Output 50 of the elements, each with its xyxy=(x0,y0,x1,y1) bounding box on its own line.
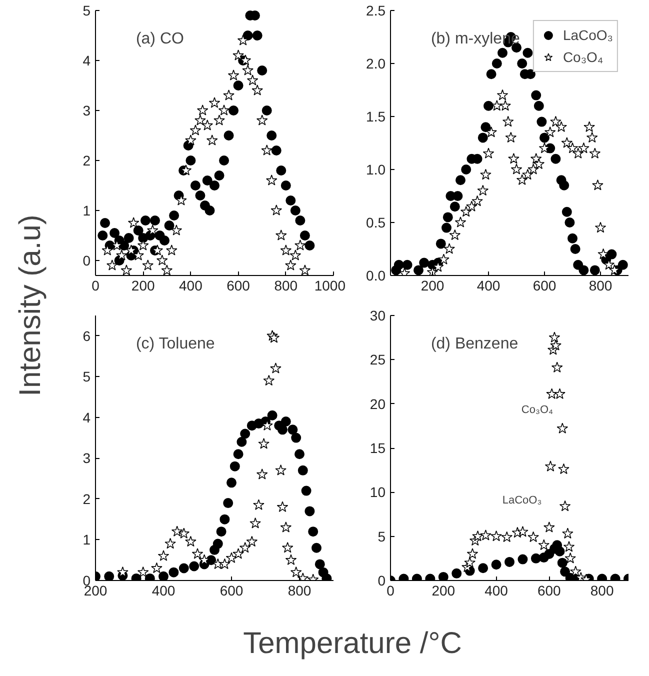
text: (d) Benzene xyxy=(430,336,518,353)
x-tick-label: 800 xyxy=(288,582,312,598)
y-tick-label: 1 xyxy=(82,532,91,548)
y-tick-label: 1.0 xyxy=(366,162,386,178)
x-tick-label: 400 xyxy=(152,582,176,598)
x-tick-label: 600 xyxy=(532,278,556,294)
legend-label: Co₃O₄ xyxy=(562,49,604,65)
y-tick-label: 30 xyxy=(370,308,386,324)
y-tick-label: 0.0 xyxy=(366,268,386,284)
x-tick-label: 600 xyxy=(537,582,562,598)
legend-label: LaCoO₃ xyxy=(562,27,613,43)
y-tick-label: 1 xyxy=(82,202,91,218)
y-tick-label: 0.5 xyxy=(366,214,386,230)
y-tick-label: 5 xyxy=(378,528,386,544)
x-tick-label: 800 xyxy=(274,278,298,294)
x-tick-label: 200 xyxy=(131,278,155,294)
y-tick-label: 6 xyxy=(82,328,91,344)
y-tick-label: 0 xyxy=(82,252,91,268)
y-tick-label: 2 xyxy=(82,490,91,507)
y-tick-label: 5 xyxy=(82,368,91,385)
x-tick-label: 200 xyxy=(432,582,456,598)
y-tick-label: 2.5 xyxy=(366,2,386,18)
annotation: Co₃O₄ xyxy=(521,404,554,416)
annotation: LaCoO₃ xyxy=(502,494,542,506)
y-tick-label: 3 xyxy=(82,450,91,466)
y-tick-label: 3 xyxy=(82,102,91,118)
y-tick-label: 20 xyxy=(370,396,386,412)
y-tick-label: 0 xyxy=(378,572,386,588)
text: (a) CO xyxy=(136,30,184,48)
x-tick-label: 800 xyxy=(590,582,614,598)
x-axis-title: Temperature /°C xyxy=(243,627,462,660)
x-tick-label: 400 xyxy=(476,278,500,294)
y-tick-label: 4 xyxy=(82,409,91,426)
y-tick-label: 15 xyxy=(370,440,386,456)
y-tick-label: 1.5 xyxy=(366,108,386,124)
x-tick-label: 200 xyxy=(420,278,444,294)
y-tick-label: 2.0 xyxy=(366,56,386,72)
x-tick-label: 600 xyxy=(220,582,244,598)
y-tick-label: 4 xyxy=(82,52,91,68)
x-tick-label: 800 xyxy=(588,278,612,294)
x-tick-label: 400 xyxy=(179,278,203,294)
y-axis-title: Intensity (a.u) xyxy=(14,214,47,396)
text: (c) Toluene xyxy=(136,336,215,353)
y-tick-label: 10 xyxy=(370,484,386,500)
x-tick-label: 600 xyxy=(226,278,250,294)
x-tick-label: 400 xyxy=(484,582,508,598)
y-tick-label: 5 xyxy=(82,2,91,18)
y-tick-label: 25 xyxy=(370,352,386,368)
y-tick-label: 2 xyxy=(82,152,91,168)
x-tick-label: 1000 xyxy=(314,278,346,294)
